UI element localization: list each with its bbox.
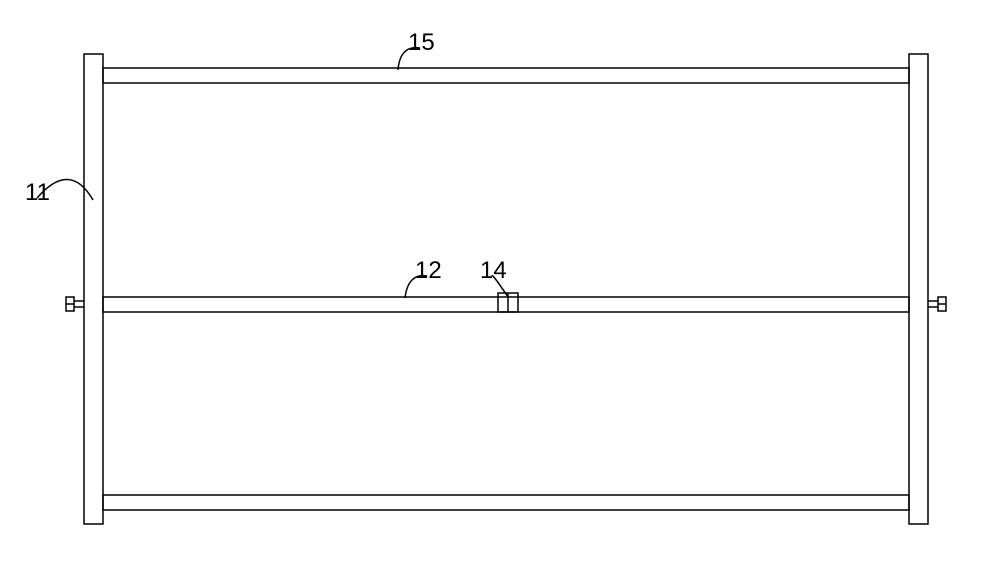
label-12: 12 <box>415 257 442 284</box>
label-11: 11 <box>25 179 50 206</box>
label-15: 15 <box>408 29 435 56</box>
engineering-diagram: 11 15 12 14 <box>0 0 1000 569</box>
label-14: 14 <box>480 257 507 284</box>
diagram-svg: 11 15 12 14 <box>0 0 1000 569</box>
